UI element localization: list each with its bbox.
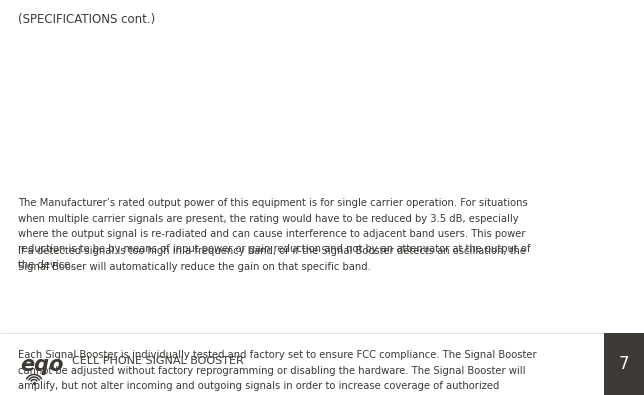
Text: Each Signal Booster is individually tested and factory set to ensure FCC complia: Each Signal Booster is individually test…	[18, 350, 536, 360]
Text: where the output signal is re-radiated and can cause interference to adjacent ba: where the output signal is re-radiated a…	[18, 229, 526, 239]
Text: (SPECIFICATIONS cont.): (SPECIFICATIONS cont.)	[18, 13, 155, 26]
Text: the device.: the device.	[18, 260, 73, 270]
Text: cannot be adjusted without factory reprogramming or disabling the hardware. The : cannot be adjusted without factory repro…	[18, 365, 526, 376]
Text: Signal Booser will automatically reduce the gain on that specific band.: Signal Booser will automatically reduce …	[18, 261, 371, 271]
Text: CELL PHONE SIGNAL BOOSTER: CELL PHONE SIGNAL BOOSTER	[72, 356, 243, 366]
Text: amplify, but not alter incoming and outgoing signals in order to increase covera: amplify, but not alter incoming and outg…	[18, 381, 499, 391]
Text: If a detected signal is too high in a frequency band, or if the Signal Booster d: If a detected signal is too high in a fr…	[18, 246, 526, 256]
Text: eqo: eqo	[20, 355, 64, 375]
Text: reduction is to be by means of input power or gain reduction and not by an atten: reduction is to be by means of input pow…	[18, 245, 531, 254]
Text: when multiple carrier signals are present, the rating would have to be reduced b: when multiple carrier signals are presen…	[18, 214, 518, 224]
Text: 7: 7	[619, 355, 629, 373]
Bar	[604, 333, 644, 395]
Text: The Manufacturer’s rated output power of this equipment is for single carrier op: The Manufacturer’s rated output power of…	[18, 198, 527, 208]
